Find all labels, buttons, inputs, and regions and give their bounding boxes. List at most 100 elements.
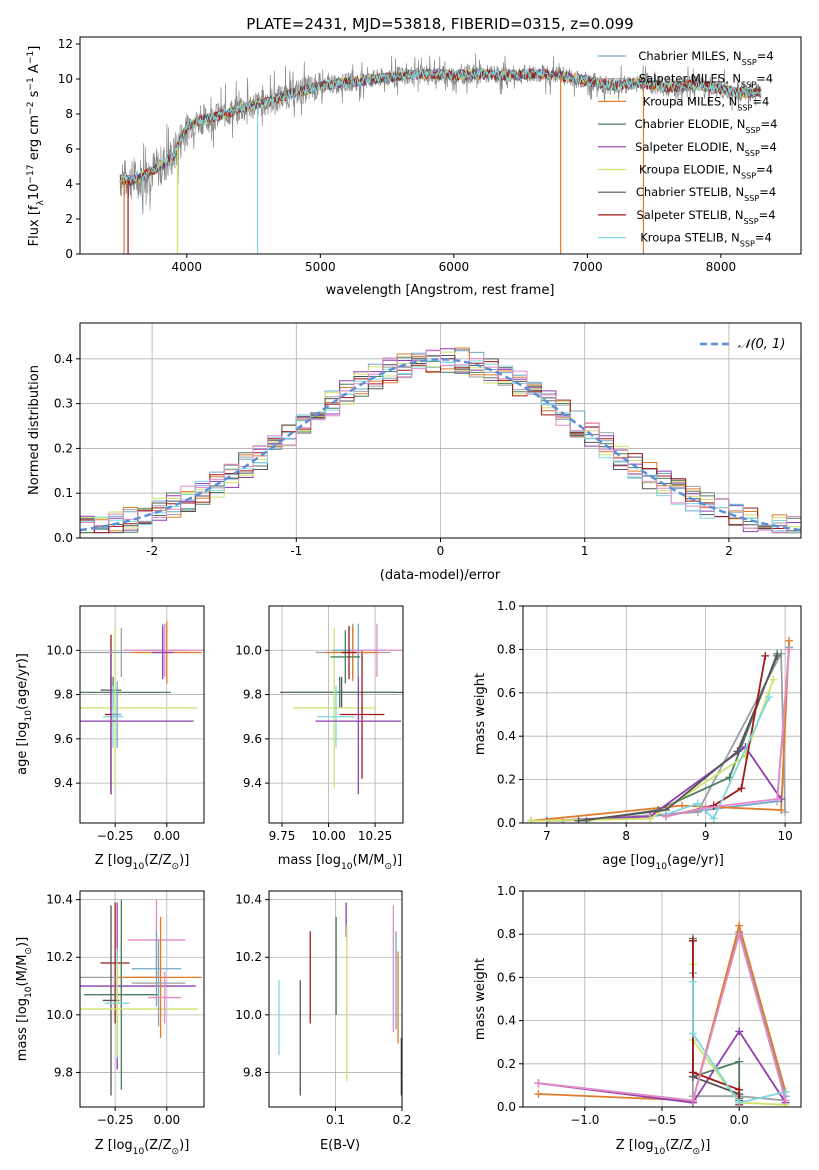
y-axis-label-part: −1 [26,77,36,90]
y-tick-label: 10.0 [235,643,262,657]
weight-vs-z-panel-plot [534,921,790,1107]
x-axis-label-part: )] [392,853,402,868]
x-tick-label: 0.00 [153,1113,180,1127]
x-axis-label: Z [log10(Z/Z⊙)] [95,853,190,872]
weight-marker [688,1068,697,1077]
legend-label: Chabrier ELODIE, NSSP=4 [635,117,778,135]
weight-marker [526,816,535,823]
legend-label-part: Salpeter STELIB, N [636,208,743,222]
y-tick-label: 2 [65,212,73,226]
x-tick-label: 0.00 [153,829,180,843]
y-axis-label-part: −17 [26,164,36,183]
legend-label-part: =4 [760,140,777,154]
x-axis-label-part: 10 [654,1147,666,1157]
axes-frame [79,36,802,255]
legend-label-part: SSP [745,148,760,157]
legend-label-part: SSP [741,80,756,89]
weight-marker [769,675,778,684]
axes-frame [268,605,404,824]
x-tick-label: 2 [725,544,733,558]
x-tick-label: 9 [702,829,710,843]
spectrum-panel: 4000 5000 6000 7000 8000 0 2 4 6 8 10 12 wavelength … [26,36,802,298]
y-tick-label: 0.6 [497,970,516,984]
legend-label-part: =4 [752,94,769,108]
legend-label-part: Kroupa MILES, N [643,94,738,108]
y-axis-label-part: −1 [26,51,36,64]
y-axis-label-part: ] [27,46,42,51]
y-axis-label-part: (M/M [15,955,30,987]
y-axis-label-part: −2 [26,102,36,115]
y-axis-label-part: Flux [f [27,205,42,246]
weight-marker [781,1096,790,1105]
weight-marker [574,816,583,823]
spectrum-model-line [119,67,762,186]
x-tick-label: 5000 [305,260,336,274]
legend-label: Chabrier MILES, NSSP=4 [638,49,773,67]
y-tick-label: 0.4 [54,352,73,366]
legend-label-part: =4 [756,163,773,177]
y-axis-label: Normed distribution [27,365,42,495]
weight-marker [688,1096,697,1105]
y-tick-label: 10.4 [235,893,262,907]
y-tick-label: 0.2 [497,1057,516,1071]
spectrum-model-line [119,68,762,186]
y-axis-label-part: age [log [15,722,30,775]
legend-label-part: SSP [744,194,759,203]
axes-frame [522,605,802,824]
age-vs-z-panel: −0.25 0.009.49.69.810.0Z [log10(Z/Z⊙)]age… [15,605,205,872]
legend-label-part: Salpeter MILES, N [639,72,741,86]
x-axis-label-part: ⊙ [384,862,392,872]
legend-label-part: SSP [740,239,755,248]
x-axis-label-part: Z [log [95,853,133,868]
y-axis-label-part: (age/yr)] [15,653,30,710]
legend-label-part: =4 [755,231,772,245]
weight-marker [688,936,697,945]
legend-label-part: Kroupa ELODIE, N [639,163,741,177]
histogram-panel: -2 -1 0 1 2 0.0 0.1 0.2 0.3 0.4 (data-model)/error… [27,322,802,583]
legend-label-part: Chabrier STELIB, N [636,185,744,199]
y-tick-label: 9.8 [54,1065,73,1079]
x-tick-label: 9.75 [269,829,296,843]
x-axis-label-part: ⊙ [693,1147,701,1157]
age-vs-z-panel-plot [80,621,204,795]
weight-marker [773,651,782,660]
y-tick-label: 9.8 [243,688,262,702]
x-tick-label: -1 [290,544,302,558]
y-axis-label-part: ⊙ [24,947,34,955]
weight-marker [709,814,718,823]
weight-marker [735,1085,744,1094]
x-axis-label: Z [log10(Z/Z⊙)] [616,1138,711,1157]
y-tick-label: 9.4 [54,776,73,790]
legend-label: Kroupa MILES, NSSP=4 [643,94,770,112]
weight-line [530,640,790,822]
weight-vs-age-panel-plot [526,636,794,823]
weight-marker [661,812,670,821]
weight-marker [733,747,742,756]
y-tick-label: 8 [65,107,73,121]
x-axis-label-part: ⊙ [172,862,180,872]
mass-vs-z-panel-plot [80,899,202,1096]
x-axis-label-part: 10 [655,862,667,872]
x-tick-label: 7 [543,829,551,843]
y-tick-label: 10.0 [46,1008,73,1022]
y-tick-label: 0.0 [54,531,73,545]
x-axis-label-part: Z [log [95,1138,133,1153]
weight-marker [761,651,770,660]
y-axis-label-part: )] [15,937,30,947]
y-tick-label: 0.2 [54,441,73,455]
weight-marker [534,1079,543,1088]
legend-label-part: =4 [759,208,776,222]
weight-marker [737,784,746,793]
y-tick-label: 10.4 [46,893,73,907]
y-axis-label: mass weight [473,673,488,755]
x-axis-label-part: 10 [133,1147,145,1157]
weight-line [665,649,790,818]
y-tick-label: 10.2 [46,950,73,964]
spectrum-panel-plot [119,53,762,254]
weight-marker [701,803,710,812]
y-tick-label: 12 [58,37,73,51]
weight-line [538,930,787,1102]
x-tick-label: 0 [437,544,445,558]
y-tick-label: 10.0 [235,1008,262,1022]
